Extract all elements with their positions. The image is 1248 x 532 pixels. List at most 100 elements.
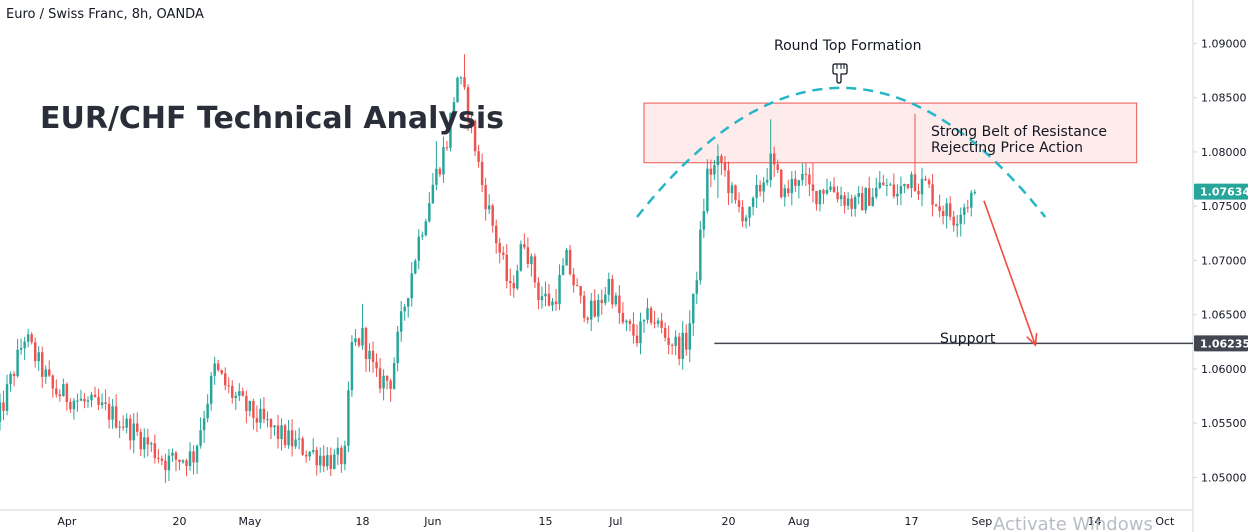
- candle: [685, 324, 688, 356]
- candle: [385, 375, 389, 390]
- candle: [329, 447, 333, 477]
- candle: [19, 338, 23, 355]
- candle: [621, 302, 625, 325]
- candle: [364, 326, 368, 372]
- candle: [808, 167, 811, 197]
- candle: [93, 386, 97, 398]
- candle: [656, 317, 660, 328]
- candle: [853, 194, 857, 217]
- candle: [758, 180, 762, 197]
- candle: [276, 414, 280, 449]
- candle: [83, 392, 86, 409]
- candle: [737, 192, 741, 213]
- candle: [202, 410, 206, 443]
- candle: [480, 153, 484, 193]
- candle: [649, 306, 653, 326]
- candle: [125, 413, 128, 434]
- candle: [635, 324, 639, 347]
- candle: [220, 369, 223, 376]
- candle: [12, 371, 16, 387]
- candle: [136, 412, 139, 436]
- candle: [920, 167, 924, 207]
- current-price-tag: 1.07634: [1194, 183, 1248, 200]
- candle: [283, 423, 287, 449]
- candle: [938, 194, 941, 218]
- support-label: Support: [940, 331, 996, 347]
- candle: [417, 229, 421, 270]
- candle: [435, 141, 438, 191]
- candle: [533, 253, 537, 288]
- candle: [836, 186, 839, 203]
- x-tick-label: Oct: [1155, 515, 1175, 528]
- resistance-zone-layer: [643, 102, 1138, 164]
- candle: [519, 240, 523, 272]
- x-tick-label: Sep: [971, 515, 992, 528]
- candle: [459, 76, 463, 85]
- candle: [607, 272, 611, 302]
- candle: [128, 414, 132, 450]
- pointing-hand-down-icon: [832, 63, 848, 84]
- candle: [593, 289, 596, 318]
- candle: [966, 199, 970, 213]
- candle: [815, 190, 818, 211]
- candle: [143, 428, 146, 458]
- svg-text:1.06235: 1.06235: [1200, 337, 1248, 350]
- candle: [547, 284, 551, 307]
- candle: [473, 119, 477, 156]
- candle: [290, 419, 294, 457]
- candle: [350, 335, 354, 397]
- candle: [37, 346, 40, 371]
- candle: [259, 398, 262, 429]
- candle: [470, 114, 473, 134]
- candle: [58, 389, 62, 402]
- candle: [51, 374, 55, 398]
- candle: [188, 442, 192, 471]
- candle: [832, 177, 836, 193]
- candle: [336, 437, 340, 466]
- candle: [69, 398, 72, 413]
- candle: [399, 301, 403, 342]
- candle: [195, 444, 199, 474]
- candle: [551, 298, 554, 312]
- candle: [530, 253, 533, 277]
- candle: [706, 159, 709, 214]
- candle: [875, 177, 878, 200]
- candle: [554, 288, 558, 311]
- candle: [903, 183, 906, 194]
- candle: [751, 196, 755, 216]
- candle: [801, 163, 804, 186]
- candle: [227, 377, 230, 394]
- candle: [498, 237, 501, 264]
- candle: [343, 440, 347, 471]
- candle: [776, 159, 779, 173]
- candle: [252, 398, 255, 430]
- x-tick-label: 15: [538, 515, 552, 528]
- candle: [913, 113, 917, 192]
- resistance-label-line2: Rejecting Price Action: [931, 140, 1083, 156]
- candle: [677, 332, 681, 366]
- candle: [544, 281, 547, 307]
- candle: [114, 394, 118, 429]
- candle: [79, 389, 83, 401]
- candle: [26, 328, 30, 348]
- price-axis: 1.05000 1.05500 1.06000 1.06500 1.07000 1.075…: [1193, 37, 1248, 484]
- candle: [579, 285, 582, 304]
- y-tick-label: 1.07000: [1201, 254, 1247, 267]
- candle: [371, 341, 375, 373]
- x-tick-label: 20: [172, 515, 186, 528]
- candle: [516, 264, 519, 291]
- candle: [674, 330, 677, 356]
- svg-text:1.07634: 1.07634: [1200, 186, 1248, 199]
- candle: [934, 203, 938, 207]
- candle: [744, 214, 748, 229]
- candle: [667, 325, 670, 355]
- candle: [65, 382, 69, 411]
- candle: [709, 159, 713, 188]
- candle: [628, 319, 632, 332]
- candle: [959, 207, 962, 237]
- candle: [431, 172, 435, 204]
- x-tick-label: 14: [1087, 515, 1101, 528]
- candle: [5, 374, 9, 416]
- candle: [403, 303, 406, 321]
